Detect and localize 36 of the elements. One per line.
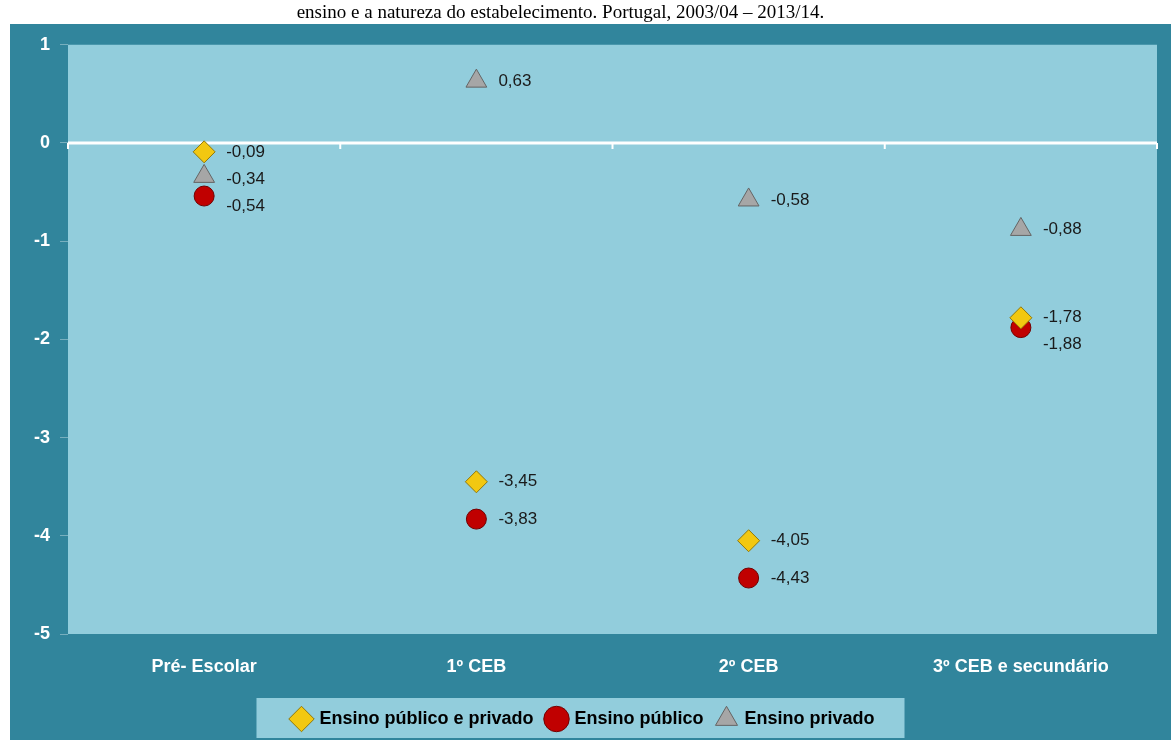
legend-label: Ensino público e privado [319, 707, 534, 728]
x-tick-label: Pré- Escolar [151, 655, 257, 676]
legend-label: Ensino público [574, 707, 704, 728]
point [465, 68, 488, 88]
y-tick-label: 0 [39, 131, 50, 152]
legend-label: Ensino privado [744, 707, 875, 728]
chart-title: ensino e a natureza do estabelecimento. Portugal, 2003/04 – 2013/14. [295, 0, 826, 24]
data-label: 0,63 [498, 70, 532, 90]
point [738, 567, 760, 589]
point [193, 163, 216, 183]
data-label: -0,54 [226, 195, 265, 215]
point [464, 470, 488, 494]
data-label: -3,45 [498, 471, 538, 491]
point [737, 187, 760, 207]
point [465, 508, 487, 530]
data-label: -1,78 [1042, 307, 1082, 327]
point [1009, 306, 1033, 330]
point [1009, 216, 1032, 236]
y-tick-label: -1 [33, 230, 50, 251]
y-tick-label: -3 [33, 426, 50, 447]
y-tick-label: -4 [33, 524, 50, 545]
point [737, 529, 761, 553]
data-label: -0,34 [226, 168, 265, 188]
x-tick-label: 1º CEB [446, 655, 507, 676]
data-label: -4,43 [770, 567, 810, 587]
data-label: -1,88 [1042, 334, 1082, 354]
data-label: -0,09 [226, 141, 265, 161]
x-tick-label: 2º CEB [718, 655, 779, 676]
y-tick-label: 1 [39, 33, 50, 54]
y-tick-label: -2 [33, 328, 50, 349]
x-tick-label: 3º CEB e secundário [933, 655, 1109, 676]
data-label: -0,58 [770, 189, 810, 209]
y-tick-label: -5 [33, 622, 50, 643]
data-label: -4,05 [770, 530, 810, 550]
data-label: -0,88 [1042, 219, 1082, 239]
data-label: -3,83 [498, 508, 538, 528]
